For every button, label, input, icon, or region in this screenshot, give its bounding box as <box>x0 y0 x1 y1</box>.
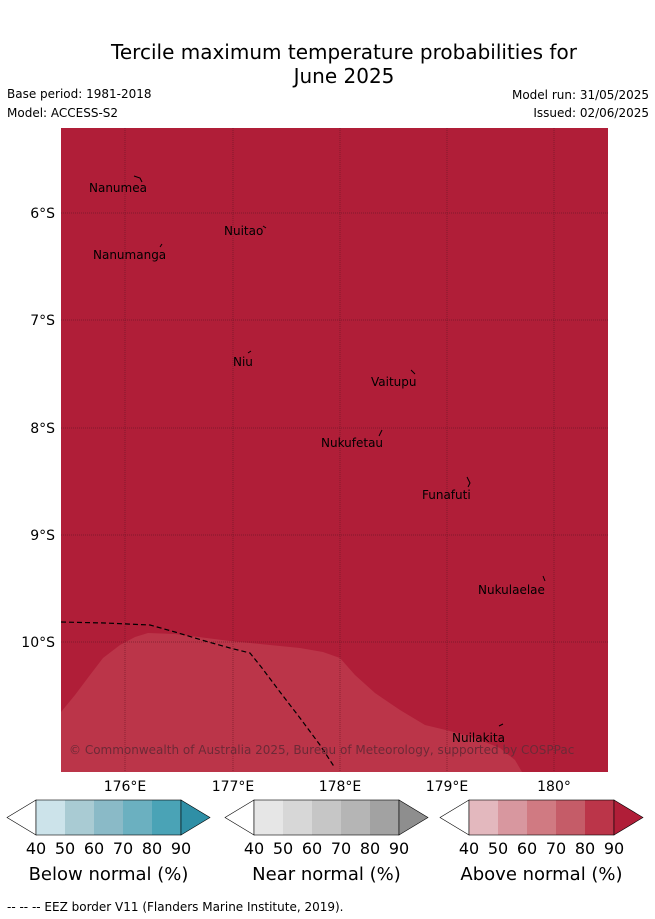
copyright-notice: © Commonwealth of Australia 2025, Bureau… <box>69 743 574 757</box>
lon-tick-176e: 176°E <box>104 779 147 795</box>
above-normal-colorbar-high-extend <box>613 799 644 836</box>
below-normal-colorbar-tick: 80 <box>142 839 162 858</box>
latitude-ticks: 6°S 7°S 8°S 9°S 10°S <box>21 206 55 651</box>
island-label-funafuti: Funafuti <box>422 488 471 502</box>
near-normal-colorbar-bin <box>370 800 399 835</box>
grid-lines <box>61 128 608 772</box>
near-normal-colorbar-bin <box>254 800 283 835</box>
below-normal-colorbar-tick: 70 <box>113 839 133 858</box>
near-normal-colorbar-tick: 40 <box>244 839 264 858</box>
lat-tick-10s: 10°S <box>21 635 55 651</box>
above-normal-colorbar-tick: 50 <box>488 839 508 858</box>
below-normal-colorbar-low-extend <box>6 799 37 836</box>
base-period: Base period: 1981-2018 <box>7 87 152 101</box>
below-normal-colorbar-bin <box>65 800 94 835</box>
island-label-vaitupu: Vaitupu <box>371 375 417 389</box>
below-normal-colorbar-tick: 90 <box>171 839 191 858</box>
model-run: Model run: 31/05/2025 <box>511 88 649 102</box>
lon-tick-180: 180° <box>537 779 571 795</box>
below-normal-colorbar-label: Below normal (%) <box>29 864 189 885</box>
below-normal-colorbar: 40 50 60 70 80 90 Below normal (%) <box>6 799 211 885</box>
model-name: Model: ACCESS-S2 <box>7 106 119 120</box>
eez-legend: -- -- -- EEZ border V11 (Flanders Marine… <box>7 900 344 914</box>
eez-border <box>61 621 336 769</box>
below-normal-colorbar-tick: 40 <box>26 839 46 858</box>
below-normal-colorbar-tick: 60 <box>84 839 104 858</box>
island-label-nuitao: Nuitao <box>224 224 263 238</box>
lat-tick-7s: 7°S <box>30 313 55 329</box>
near-normal-colorbar-high-extend <box>398 799 429 836</box>
above-normal-colorbar-low-extend <box>439 799 470 836</box>
below-normal-colorbar-bin <box>36 800 65 835</box>
below-normal-colorbar-bin <box>123 800 152 835</box>
above-normal-colorbar-bin <box>585 800 614 835</box>
island-label-nukufetau: Nukufetau <box>321 436 383 450</box>
above-normal-colorbar-label: Above normal (%) <box>460 864 622 885</box>
issued-date: Issued: 02/06/2025 <box>533 106 649 120</box>
below-normal-colorbar-tick: 50 <box>55 839 75 858</box>
island-label-nanumea: Nanumea <box>89 181 147 195</box>
island-label-nuilakita: Nuilakita <box>452 731 505 745</box>
below-normal-colorbar-high-extend <box>180 799 211 836</box>
island-outlines <box>133 175 546 727</box>
island-label-niu: Niu <box>233 355 253 369</box>
above-normal-colorbar-bin <box>527 800 556 835</box>
near-normal-colorbar: 40 50 60 70 80 90 Near normal (%) <box>224 799 429 885</box>
longitude-ticks: 176°E 177°E 178°E 179°E 180° <box>104 779 571 795</box>
near-normal-colorbar-bin <box>312 800 341 835</box>
lat-tick-9s: 9°S <box>30 528 55 544</box>
near-normal-colorbar-low-extend <box>224 799 255 836</box>
near-normal-colorbar-tick: 80 <box>360 839 380 858</box>
near-normal-colorbar-bin <box>283 800 312 835</box>
title-line-1: Tercile maximum temperature probabilitie… <box>111 40 577 64</box>
island-label-nukulaelae: Nukulaelae <box>478 583 545 597</box>
above-normal-colorbar-tick: 40 <box>459 839 479 858</box>
below-normal-colorbar-bin <box>152 800 181 835</box>
island-label-nanumanga: Nanumanga <box>93 248 166 262</box>
probability-field-lower <box>61 633 522 772</box>
near-normal-colorbar-label: Near normal (%) <box>252 864 401 885</box>
above-normal-colorbar-tick: 70 <box>546 839 566 858</box>
above-normal-colorbar-bin <box>498 800 527 835</box>
lon-tick-177e: 177°E <box>212 779 255 795</box>
map-title: Tercile maximum temperature probabilitie… <box>0 40 655 88</box>
lat-tick-8s: 8°S <box>30 421 55 437</box>
above-normal-colorbar-bin <box>556 800 585 835</box>
above-normal-colorbar-bin <box>469 800 498 835</box>
title-line-2: June 2025 <box>293 64 395 88</box>
below-normal-colorbar-bin <box>94 800 123 835</box>
near-normal-colorbar-tick: 60 <box>302 839 322 858</box>
above-normal-colorbar-tick: 80 <box>575 839 595 858</box>
near-normal-colorbar-tick: 50 <box>273 839 293 858</box>
near-normal-colorbar-tick: 70 <box>331 839 351 858</box>
near-normal-colorbar-tick: 90 <box>389 839 409 858</box>
colorbars: 40 50 60 70 80 90 Below normal (%) 40 50 60 70 80 90… <box>6 799 644 885</box>
lat-tick-6s: 6°S <box>30 206 55 222</box>
above-normal-colorbar: 40 50 60 70 80 90 Above normal (%) <box>439 799 644 885</box>
lon-tick-178e: 178°E <box>319 779 362 795</box>
above-normal-colorbar-tick: 90 <box>604 839 624 858</box>
lon-tick-179e: 179°E <box>426 779 469 795</box>
above-normal-colorbar-tick: 60 <box>517 839 537 858</box>
near-normal-colorbar-bin <box>341 800 370 835</box>
